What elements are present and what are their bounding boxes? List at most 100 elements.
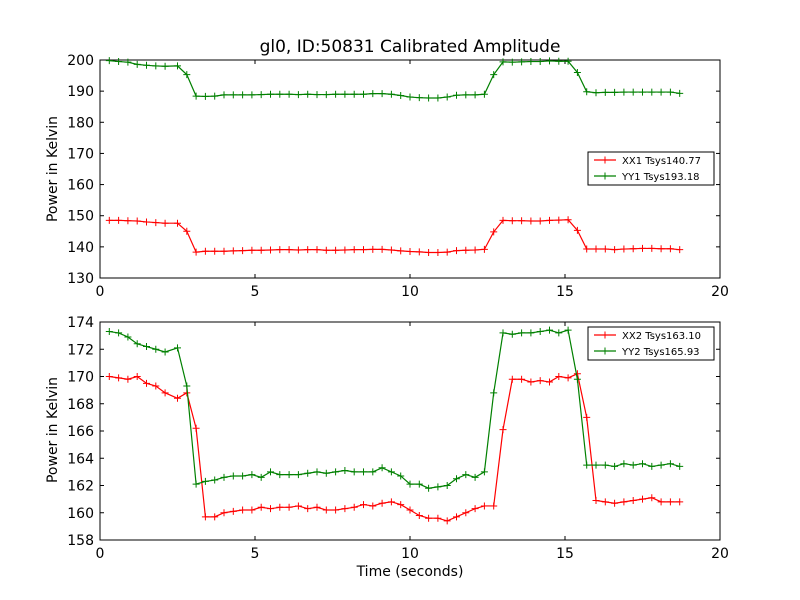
top-series-1-point bbox=[229, 247, 237, 255]
top-y-tick-label: 200 bbox=[67, 53, 94, 69]
top-series-1-point bbox=[555, 216, 563, 224]
bottom-series-2-point bbox=[313, 468, 321, 476]
top-series-2-point bbox=[583, 88, 591, 96]
bottom-x-tick-label: 5 bbox=[251, 546, 260, 562]
top-series-1-point bbox=[499, 216, 507, 224]
top-series-2-point bbox=[174, 62, 181, 70]
bottom-x-tick-label: 15 bbox=[556, 546, 574, 562]
top-series-1-point bbox=[239, 247, 247, 255]
bottom-series-1-point bbox=[397, 501, 405, 509]
bottom-series-2-point bbox=[676, 462, 684, 470]
top-series-2-point bbox=[425, 94, 433, 102]
bottom-series-1-point bbox=[378, 499, 386, 507]
top-series-1-point bbox=[276, 246, 284, 254]
top-series-1-point bbox=[304, 246, 312, 254]
bottom-series-1-point bbox=[676, 498, 684, 506]
bottom-series-1-point bbox=[294, 502, 302, 510]
bottom-y-tick-label: 160 bbox=[67, 506, 94, 522]
bottom-series-2-point bbox=[453, 475, 460, 483]
bottom-series-1-point bbox=[304, 505, 312, 513]
top-series-1-point bbox=[267, 246, 274, 254]
top-series-2-point bbox=[397, 92, 405, 100]
bottom-series-1-point bbox=[518, 375, 526, 383]
bottom-series-2-point bbox=[620, 460, 628, 468]
top-series-1-point bbox=[248, 246, 256, 254]
bottom-series-1-point bbox=[629, 496, 637, 504]
top-series-2-point bbox=[527, 58, 535, 66]
bottom-y-tick-label: 166 bbox=[67, 424, 94, 440]
top-series-2-point bbox=[360, 90, 367, 98]
bottom-series-2-point bbox=[648, 462, 656, 470]
bottom-series-2-point bbox=[239, 472, 247, 480]
top-series-1-point bbox=[676, 246, 684, 254]
top-series-2-point bbox=[676, 89, 684, 97]
top-series-2-point bbox=[620, 88, 628, 96]
bottom-series-1-point bbox=[648, 494, 656, 502]
bottom-series-2-point bbox=[397, 472, 405, 480]
top-series-1-point bbox=[648, 244, 656, 252]
top-series-2-point bbox=[248, 91, 256, 99]
bottom-series-1-point bbox=[462, 509, 470, 517]
bottom-y-tick-label: 158 bbox=[67, 533, 94, 549]
bottom-y-tick-label: 170 bbox=[67, 370, 94, 386]
top-series-2-point bbox=[546, 57, 553, 65]
bottom-series-2-point bbox=[201, 477, 209, 485]
top-series-1-point bbox=[620, 245, 628, 253]
top-series-1-point bbox=[527, 217, 535, 225]
top-series-2-point bbox=[183, 71, 191, 79]
top-series-1-point bbox=[174, 219, 181, 227]
bottom-series-2-point bbox=[304, 469, 312, 477]
bottom-series-2-point bbox=[369, 468, 377, 476]
top-series-2-point bbox=[601, 88, 609, 96]
top-series-2-point bbox=[536, 58, 544, 66]
top-series-2-point bbox=[573, 68, 581, 76]
top-series-1-point bbox=[124, 217, 132, 225]
bottom-series-2-point bbox=[666, 460, 674, 468]
bottom-series-2-point bbox=[229, 472, 237, 480]
top-series-1-point bbox=[406, 248, 414, 256]
top-series-2-point bbox=[564, 57, 572, 65]
bottom-series-1-point bbox=[124, 375, 132, 383]
bottom-y-tick-label: 164 bbox=[67, 451, 94, 467]
top-series-2-point bbox=[143, 61, 150, 69]
top-series-1-point bbox=[285, 246, 293, 254]
top-y-tick-label: 160 bbox=[67, 178, 94, 194]
bottom-series-1-point bbox=[639, 495, 646, 503]
top-series-2-point bbox=[490, 71, 498, 79]
top-series-2-point bbox=[267, 90, 274, 98]
bottom-series-2-point bbox=[257, 473, 265, 481]
top-series-2-point bbox=[555, 57, 563, 65]
bottom-series-1-point bbox=[546, 378, 553, 386]
bottom-series-2-point bbox=[115, 329, 123, 337]
bottom-series-2-point bbox=[276, 471, 284, 479]
top-series-2-point bbox=[443, 93, 451, 101]
top-series-1-point bbox=[161, 219, 169, 227]
bottom-series-2-point bbox=[322, 469, 330, 477]
top-legend-label-1: XX1 Tsys140.77 bbox=[622, 156, 701, 167]
top-series-2-point bbox=[239, 91, 247, 99]
top-series-1-point bbox=[657, 245, 665, 253]
bottom-series-1-point bbox=[564, 374, 572, 382]
bottom-series-2-point bbox=[133, 340, 141, 348]
top-series-2-point bbox=[211, 92, 219, 100]
top-series-1-point bbox=[332, 246, 340, 254]
bottom-x-tick-label: 10 bbox=[401, 546, 419, 562]
top-legend-box bbox=[587, 151, 715, 186]
top-series-2-point bbox=[294, 91, 302, 99]
bottom-series-1-point bbox=[313, 503, 321, 511]
bottom-series-1-point bbox=[369, 502, 377, 510]
bottom-series-2-point bbox=[124, 333, 132, 341]
bottom-plot: 0 5 10 15 20 158 160 162 164 166 168 170 172 174 XX2 T… bbox=[67, 315, 729, 562]
bottom-series-1-point bbox=[285, 503, 293, 511]
top-series-2-point bbox=[471, 91, 479, 99]
bottom-series-1-point bbox=[620, 498, 628, 506]
top-series-2-point bbox=[133, 60, 141, 68]
bottom-series-2-point bbox=[183, 382, 191, 390]
bottom-series-1-point bbox=[527, 378, 535, 386]
top-series-2-point bbox=[276, 90, 284, 98]
top-y-tick-label: 130 bbox=[67, 271, 94, 287]
top-series-1-point bbox=[387, 246, 395, 254]
bottom-series-1-point bbox=[276, 503, 284, 511]
top-y-tick-label: 180 bbox=[67, 115, 94, 131]
